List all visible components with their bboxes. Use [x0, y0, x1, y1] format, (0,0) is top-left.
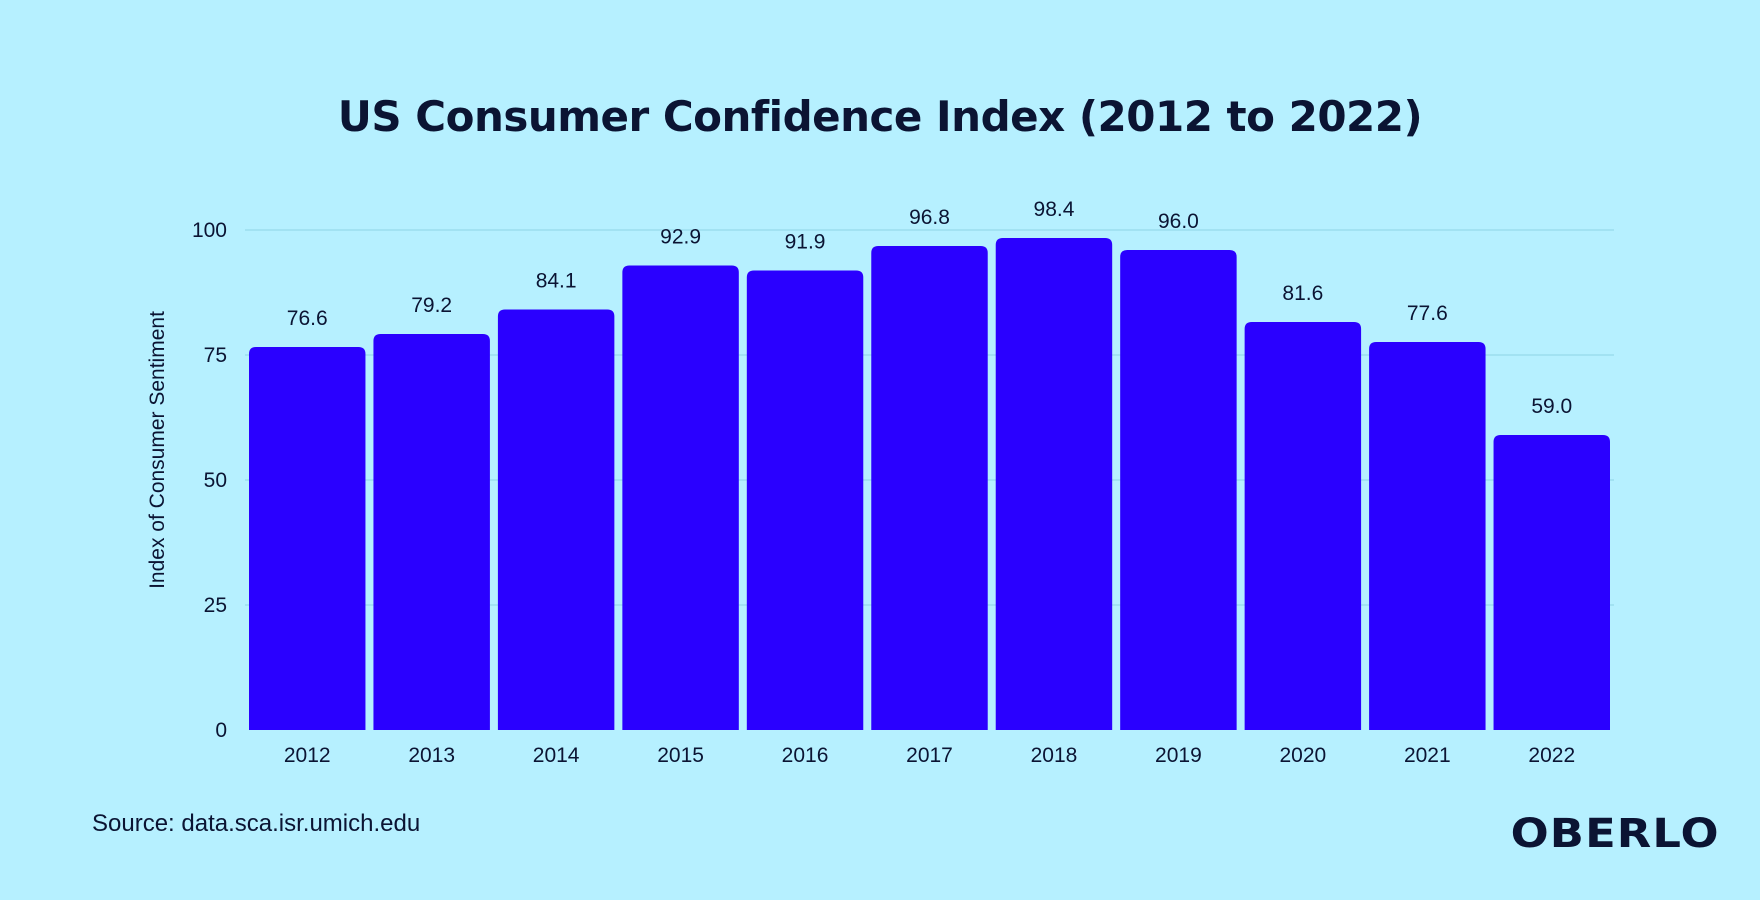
- bar-2019: [1120, 250, 1237, 730]
- y-tick-label-25: 25: [204, 594, 227, 617]
- x-tick-label-2014: 2014: [533, 744, 580, 767]
- bars: [249, 238, 1610, 730]
- bar-2017: [871, 246, 988, 730]
- bar-2014: [497, 309, 615, 730]
- bar-2016: [746, 270, 864, 730]
- data-labels: 76.6 79.2 84.1 92.9 91.9 96.8 98.4 96.0 81.6 77.6…: [287, 198, 1572, 418]
- x-tick-label-2021: 2021: [1404, 744, 1451, 767]
- y-tick-label-100: 100: [192, 219, 227, 242]
- bar-2013: [373, 334, 490, 730]
- data-label-2022: 59.0: [1531, 395, 1572, 418]
- x-tick-label-2019: 2019: [1155, 744, 1202, 767]
- data-label-2014: 84.1: [536, 270, 577, 293]
- data-label-2016: 91.9: [785, 231, 826, 254]
- oberlo-logo: OBERLO: [1510, 811, 1720, 857]
- x-tick-label-2012: 2012: [284, 744, 331, 767]
- x-tick-label-2017: 2017: [906, 744, 953, 767]
- y-tick-label-0: 0: [215, 719, 227, 742]
- data-label-2020: 81.6: [1282, 282, 1323, 305]
- x-tick-label-2018: 2018: [1031, 744, 1078, 767]
- bar-2018: [995, 238, 1113, 730]
- bar-2020: [1244, 322, 1362, 730]
- bar-2022: [1493, 435, 1610, 730]
- x-tick-label-2013: 2013: [408, 744, 455, 767]
- x-tick-label-2022: 2022: [1528, 744, 1575, 767]
- data-label-2013: 79.2: [411, 294, 452, 317]
- y-axis-ticks: 0 25 50 75 100: [192, 219, 227, 742]
- chart-title: US Consumer Confidence Index (2012 to 20…: [337, 92, 1423, 141]
- x-tick-label-2015: 2015: [657, 744, 704, 767]
- data-label-2015: 92.9: [660, 226, 701, 249]
- data-label-2021: 77.6: [1407, 302, 1448, 325]
- x-axis-ticks: 2012 2013 2014 2015 2016 2017 2018 2019 2020 2021…: [284, 744, 1575, 767]
- data-label-2012: 76.6: [287, 307, 328, 330]
- y-axis-title: Index of Consumer Sentiment: [146, 311, 169, 589]
- data-label-2018: 98.4: [1034, 198, 1075, 221]
- y-tick-label-50: 50: [204, 469, 227, 492]
- bar-2012: [249, 347, 366, 730]
- data-label-2017: 96.8: [909, 206, 950, 229]
- x-tick-label-2016: 2016: [782, 744, 829, 767]
- y-tick-label-75: 75: [204, 344, 227, 367]
- bar-2021: [1369, 342, 1486, 730]
- source-note: Source: data.sca.isr.umich.edu: [92, 810, 421, 837]
- data-label-2019: 96.0: [1158, 210, 1199, 233]
- bar-2015: [622, 265, 739, 730]
- x-tick-label-2020: 2020: [1280, 744, 1327, 767]
